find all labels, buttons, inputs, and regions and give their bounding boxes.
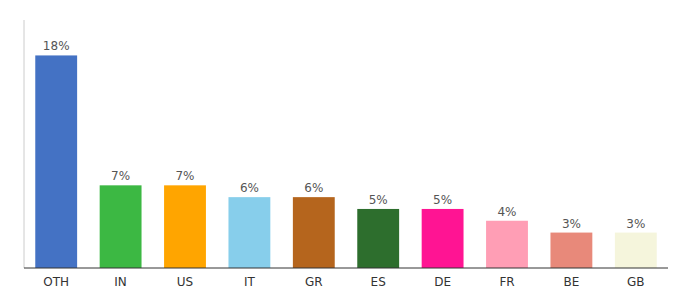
- x-tick-label: FR: [499, 275, 514, 289]
- data-labels: 18% 7% 7% 6% 6% 5% 5% 4% 3% 3%: [43, 39, 645, 230]
- bar: [550, 233, 592, 268]
- x-tick-label: BE: [563, 275, 579, 289]
- bar: [615, 233, 657, 268]
- bar: [100, 185, 142, 268]
- chart: 18% 7% 7% 6% 6% 5% 5% 4% 3% 3% OTH IN US IT GR ES DE FR BE…: [0, 0, 680, 300]
- x-tick-label: ES: [371, 275, 386, 289]
- bar: [228, 197, 270, 268]
- data-label: 7%: [111, 169, 130, 183]
- x-tick-label: GR: [305, 275, 323, 289]
- x-tick-label: US: [177, 275, 193, 289]
- data-label: 3%: [626, 217, 645, 231]
- data-label: 6%: [240, 181, 259, 195]
- data-label: 5%: [369, 193, 388, 207]
- x-tick-label: GB: [627, 275, 645, 289]
- data-label: 3%: [562, 217, 581, 231]
- data-label: 4%: [497, 205, 516, 219]
- bar: [486, 221, 528, 268]
- x-tick-label: OTH: [43, 275, 69, 289]
- data-label: 7%: [175, 169, 194, 183]
- bar: [293, 197, 335, 268]
- x-tick-label: IN: [114, 275, 127, 289]
- x-axis-line: [24, 268, 668, 269]
- data-label: 18%: [43, 39, 70, 53]
- data-label: 6%: [304, 181, 323, 195]
- chart-container: 18% 7% 7% 6% 6% 5% 5% 4% 3% 3% OTH IN US IT GR ES DE FR BE…: [0, 0, 680, 300]
- bar: [35, 55, 77, 268]
- x-tick-label: IT: [244, 275, 256, 289]
- bar: [357, 209, 399, 268]
- x-axis: OTH IN US IT GR ES DE FR BE GB: [43, 275, 644, 289]
- y-axis-line: [24, 20, 25, 268]
- bars: [35, 55, 656, 268]
- bar: [164, 185, 206, 268]
- bar: [422, 209, 464, 268]
- data-label: 5%: [433, 193, 452, 207]
- x-tick-label: DE: [434, 275, 451, 289]
